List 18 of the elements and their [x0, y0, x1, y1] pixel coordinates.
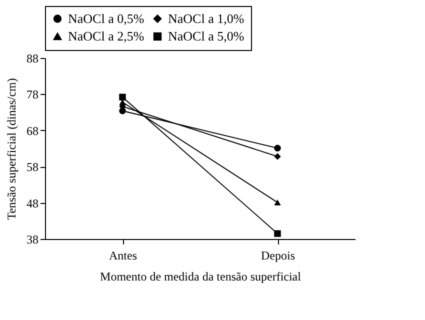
y-tick-label: 58 [26, 160, 38, 174]
point [274, 144, 281, 152]
x-tick-label: Antes [109, 248, 138, 262]
legend-label: NaOCl a 0,5% [68, 10, 144, 26]
y-axis-title: Tensão superficial (dinas/cm) [4, 78, 18, 220]
y-tick-label: 88 [26, 52, 38, 66]
legend-label: NaOCl a 5,0% [168, 28, 244, 44]
legend-label: NaOCl a 1,0% [168, 10, 244, 26]
y-tick-label: 78 [26, 88, 38, 102]
point [274, 230, 281, 237]
y-tick-label: 48 [26, 196, 38, 210]
y-tick-label: 68 [26, 124, 38, 138]
point [119, 94, 126, 100]
legend-label: NaOCl a 2,5% [68, 28, 144, 44]
y-tick-label: 38 [26, 232, 38, 246]
x-axis-title: Momento de medida da tensão superficial [100, 270, 302, 284]
x-tick-label: Depois [261, 248, 296, 262]
point [274, 153, 281, 160]
